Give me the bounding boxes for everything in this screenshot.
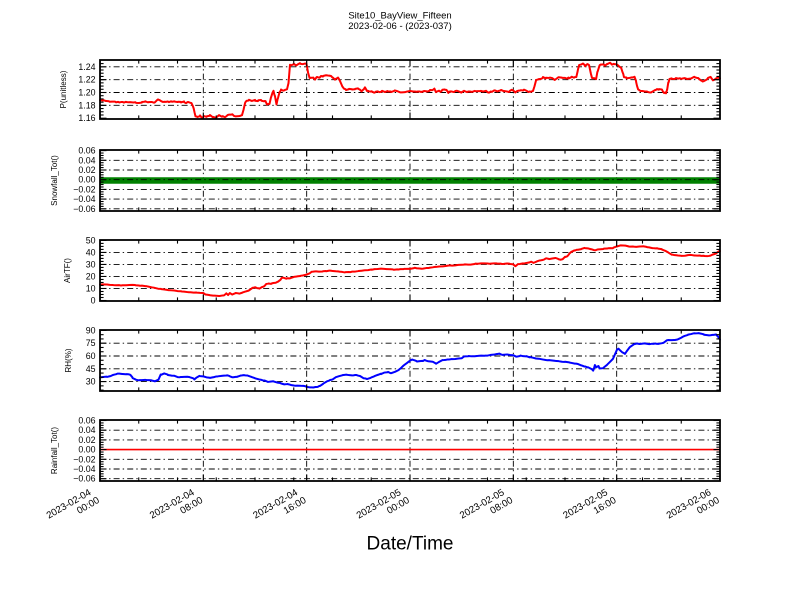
svg-text:0.06: 0.06 — [78, 146, 95, 156]
svg-text:1.16: 1.16 — [78, 113, 95, 123]
svg-text:75: 75 — [86, 338, 96, 348]
svg-text:0: 0 — [91, 296, 96, 306]
svg-text:Date/Time: Date/Time — [367, 534, 454, 555]
svg-text:45: 45 — [86, 364, 96, 374]
svg-text:0.04: 0.04 — [78, 425, 95, 435]
svg-text:RH(%): RH(%) — [64, 348, 73, 372]
svg-text:20: 20 — [86, 271, 96, 281]
svg-text:0.02: 0.02 — [78, 165, 95, 175]
svg-text:−0.02: −0.02 — [73, 184, 95, 194]
svg-text:0.04: 0.04 — [78, 155, 95, 165]
svg-text:P(unitless): P(unitless) — [59, 70, 68, 108]
svg-text:0.00: 0.00 — [78, 445, 95, 455]
svg-text:0.02: 0.02 — [78, 435, 95, 445]
svg-text:30: 30 — [86, 377, 96, 387]
svg-text:Site10_BayView_Fifteen: Site10_BayView_Fifteen — [348, 11, 451, 22]
svg-text:1.24: 1.24 — [78, 62, 95, 72]
svg-text:−0.04: −0.04 — [73, 194, 95, 204]
svg-text:2023-02-06 - (2023-037): 2023-02-06 - (2023-037) — [348, 21, 452, 32]
svg-text:30: 30 — [86, 259, 96, 269]
svg-text:1.18: 1.18 — [78, 100, 95, 110]
svg-text:−0.06: −0.06 — [73, 204, 95, 214]
svg-text:40: 40 — [86, 247, 96, 257]
svg-text:−0.02: −0.02 — [73, 454, 95, 464]
svg-text:1.22: 1.22 — [78, 75, 95, 85]
svg-text:90: 90 — [86, 325, 96, 335]
svg-text:−0.06: −0.06 — [73, 474, 95, 484]
svg-text:AirTF(): AirTF() — [63, 258, 72, 283]
svg-text:Snowfall_Tot(): Snowfall_Tot() — [50, 155, 59, 206]
svg-text:10: 10 — [86, 283, 96, 293]
svg-text:60: 60 — [86, 351, 96, 361]
svg-text:Rainfall_Tot(): Rainfall_Tot() — [50, 427, 59, 474]
svg-text:0.06: 0.06 — [78, 416, 95, 426]
svg-text:1.20: 1.20 — [78, 88, 95, 98]
svg-text:0.00: 0.00 — [78, 175, 95, 185]
svg-text:−0.04: −0.04 — [73, 464, 95, 474]
svg-text:50: 50 — [86, 235, 96, 245]
